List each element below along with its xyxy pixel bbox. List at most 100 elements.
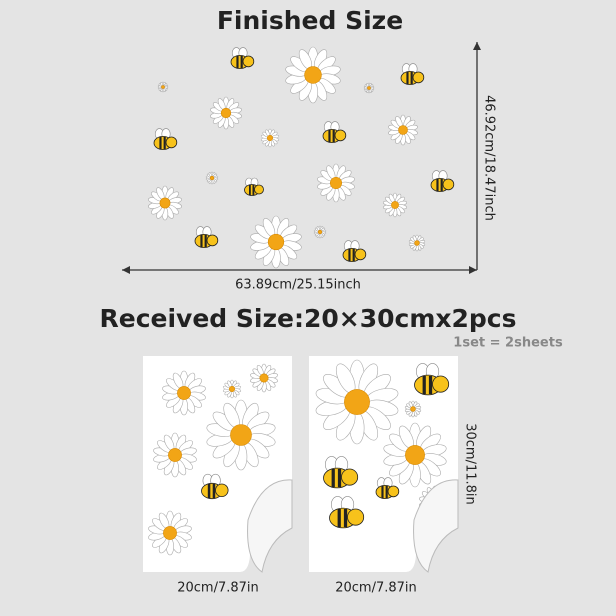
- bee-head: [341, 468, 359, 486]
- sheet-height: 30cm/11.8in: [463, 423, 478, 505]
- arrow-head: [473, 42, 481, 50]
- sheet-decals: [148, 359, 451, 556]
- daisy: [205, 171, 219, 185]
- bee-head: [242, 55, 255, 68]
- daisy: [148, 510, 192, 556]
- stripe: [337, 469, 342, 487]
- daisy-center: [367, 86, 371, 90]
- daisy-center: [317, 229, 323, 235]
- daisy: [383, 422, 447, 488]
- peel-corner: [247, 479, 293, 573]
- finished-title: Finished Size: [217, 6, 403, 35]
- bee: [375, 477, 400, 499]
- daisy-center: [163, 526, 177, 540]
- stripe: [436, 179, 439, 191]
- stripe: [385, 486, 388, 498]
- daisy: [210, 96, 242, 130]
- set-note: 1set = 2sheets: [453, 336, 563, 351]
- stripe: [348, 249, 351, 261]
- bee: [230, 47, 255, 70]
- bee-head: [412, 71, 425, 84]
- sheet-width: 20cm/7.87in: [335, 581, 417, 596]
- bee-head: [347, 508, 365, 526]
- width-label: 63.89cm/25.15inch: [235, 278, 361, 293]
- stripe: [159, 137, 162, 149]
- daisy: [148, 185, 182, 221]
- received-title: Received Size:20×30cmx2pcs: [100, 304, 517, 333]
- stripe: [428, 376, 433, 394]
- bee: [153, 128, 178, 150]
- stripe: [204, 235, 207, 247]
- stripe: [406, 72, 409, 84]
- bee: [322, 121, 347, 143]
- stripe: [422, 376, 426, 394]
- daisy-center: [344, 389, 370, 415]
- stripe: [240, 56, 243, 68]
- stripe: [331, 469, 335, 487]
- bee-head: [387, 485, 400, 498]
- height-label: 46.92cm/18.47inch: [482, 95, 497, 221]
- decals: [148, 46, 455, 269]
- bee: [244, 177, 264, 196]
- sheet-width: 20cm/7.87in: [177, 581, 259, 596]
- daisy: [260, 128, 280, 148]
- stripe: [337, 509, 341, 527]
- stripe: [207, 484, 211, 498]
- daisy-center: [266, 135, 273, 142]
- bee: [414, 363, 450, 396]
- stripe: [163, 137, 166, 149]
- daisy-center: [259, 373, 269, 383]
- bee-head: [442, 178, 455, 191]
- stripe: [200, 235, 203, 247]
- stripe: [236, 56, 239, 68]
- bee: [201, 473, 229, 500]
- daisy-center: [329, 177, 342, 190]
- stripe: [352, 249, 355, 261]
- bee-head: [432, 375, 450, 393]
- bee-head: [254, 184, 264, 195]
- stripe: [381, 486, 384, 498]
- bee: [400, 63, 425, 86]
- daisy-center: [414, 240, 420, 246]
- stripe: [212, 484, 216, 498]
- daisy-center: [304, 66, 322, 84]
- daisy-center: [230, 424, 252, 446]
- bee: [329, 496, 365, 529]
- bee-head: [354, 248, 367, 261]
- daisy-center: [209, 175, 215, 181]
- daisy-center: [161, 85, 165, 89]
- stripe: [252, 185, 255, 195]
- daisy: [313, 225, 327, 239]
- bee-head: [215, 483, 229, 498]
- daisy-center: [159, 197, 171, 209]
- daisy-center: [168, 448, 182, 462]
- daisy-center: [177, 386, 191, 400]
- bee-head: [334, 129, 347, 142]
- stripe: [249, 185, 251, 195]
- daisy: [408, 234, 426, 252]
- daisy: [250, 363, 278, 393]
- daisy-center: [391, 201, 399, 209]
- bee: [430, 170, 455, 192]
- stripe: [332, 130, 335, 142]
- daisy: [153, 432, 197, 478]
- daisy: [206, 399, 276, 471]
- daisy: [222, 379, 242, 399]
- bee: [342, 240, 367, 262]
- daisy-center: [405, 445, 425, 465]
- daisy-center: [410, 406, 416, 412]
- daisy-center: [398, 125, 408, 135]
- bee: [194, 226, 219, 248]
- daisy: [285, 46, 341, 104]
- daisy-center: [220, 107, 232, 119]
- daisy: [363, 82, 375, 94]
- daisy: [382, 192, 408, 218]
- daisy: [315, 359, 399, 445]
- daisy-center: [229, 385, 236, 392]
- bee: [323, 456, 359, 489]
- bee-head: [165, 136, 178, 149]
- daisy: [388, 114, 418, 146]
